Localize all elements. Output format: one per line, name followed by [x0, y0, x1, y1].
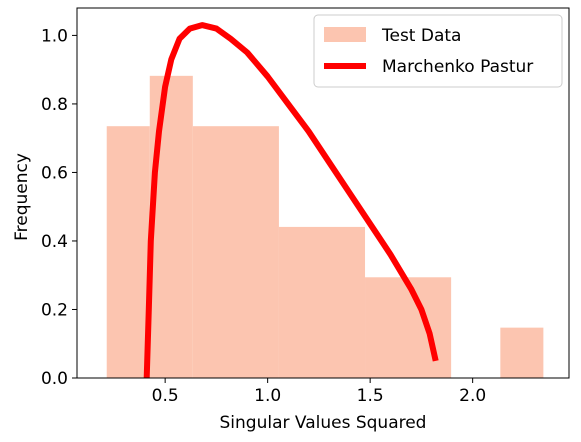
y-tick-label-2: 0.4: [41, 232, 68, 252]
histogram-bar-2: [192, 126, 279, 378]
legend: Test Data Marchenko Pastur: [313, 14, 563, 88]
y-tick-label-0: 0.0: [41, 369, 68, 389]
histogram-bar-3: [278, 226, 366, 378]
y-axis-label: Frequency: [12, 153, 32, 241]
y-tick-label-1: 0.2: [41, 300, 68, 320]
histogram-bar-0: [106, 126, 150, 378]
y-axis-ticks: 0.0 0.2 0.4 0.6 0.8 1.0: [41, 26, 77, 389]
histogram-bar-4: [365, 277, 452, 378]
x-tick-label-1: 1.0: [254, 386, 281, 406]
legend-swatch-test-data: [324, 27, 366, 42]
histogram-bar-1: [149, 75, 193, 378]
marchenko-pastur-curve: [143, 22, 439, 379]
histogram-bar-5: [500, 327, 544, 378]
legend-box: [313, 14, 563, 88]
y-tick-label-3: 0.6: [41, 163, 68, 183]
histogram-bars: [106, 75, 544, 378]
legend-label-marchenko-pastur: Marchenko Pastur: [382, 57, 533, 77]
y-tick-label-4: 0.8: [41, 95, 68, 115]
x-tick-label-2: 1.5: [357, 386, 384, 406]
x-axis-label: Singular Values Squared: [220, 413, 427, 433]
x-tick-label-0: 0.5: [152, 386, 179, 406]
plot-frame: [76, 7, 570, 379]
x-axis-ticks: 0.5 1.0 1.5 2.0: [152, 378, 486, 406]
legend-label-test-data: Test Data: [381, 26, 461, 46]
x-tick-label-3: 2.0: [459, 386, 486, 406]
y-tick-label-5: 1.0: [41, 26, 68, 46]
